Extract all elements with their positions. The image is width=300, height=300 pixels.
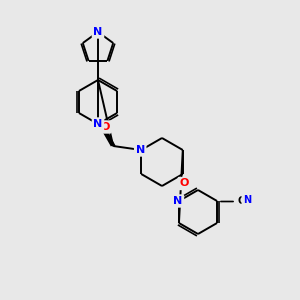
Text: N: N [173, 196, 183, 206]
Text: O: O [100, 122, 110, 132]
Text: N: N [136, 145, 145, 155]
Text: N: N [243, 195, 251, 205]
Text: N: N [93, 119, 103, 129]
Text: O: O [179, 178, 189, 188]
Text: N: N [93, 27, 103, 37]
Text: C: C [237, 196, 245, 206]
